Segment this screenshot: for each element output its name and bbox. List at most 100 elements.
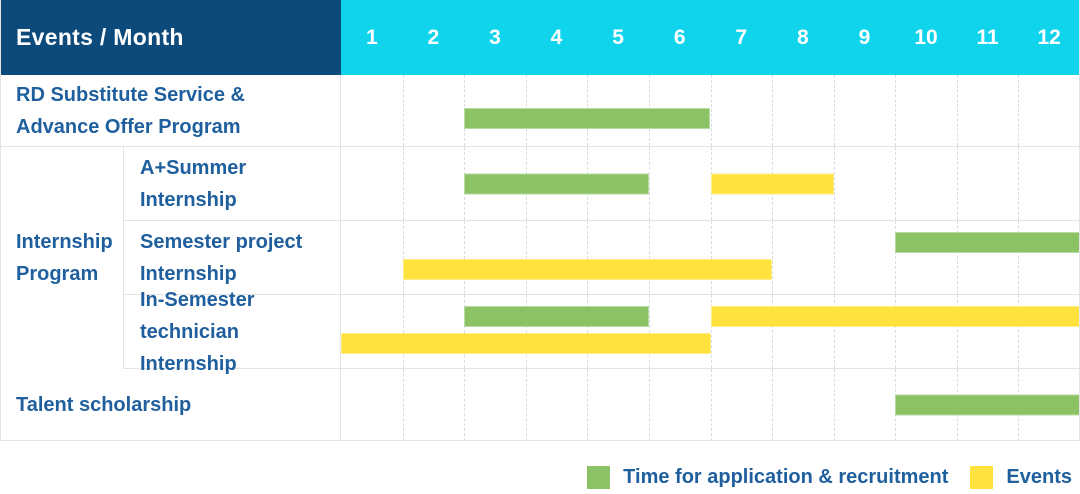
row-label-a-plus-summer: A+Summer Internship xyxy=(124,147,341,220)
month-gridline xyxy=(956,75,958,146)
month-label-1: 1 xyxy=(365,25,378,49)
month-gridline xyxy=(402,221,404,294)
month-gridline xyxy=(956,221,958,294)
month-label-7: 7 xyxy=(735,25,748,49)
month-gridline xyxy=(648,295,650,368)
month-gridline xyxy=(1018,295,1020,368)
row-label-semester-project: Semester project Internship xyxy=(124,221,341,294)
month-gridline xyxy=(833,75,835,146)
header-row: Events / Month 1 2 3 4 5 6 7 8 9 10 11 1… xyxy=(0,0,1080,75)
legend-yellow-label: Events xyxy=(1006,466,1072,488)
month-label-9: 9 xyxy=(858,25,871,49)
label-line: Semester project xyxy=(140,230,303,253)
month-gridline xyxy=(587,295,589,368)
row-group-internship-program: Internship Program A+Summer Internship S… xyxy=(0,147,1080,375)
month-gridline xyxy=(525,295,527,368)
month-gridline xyxy=(710,369,712,441)
header-events-month-label: Events / Month xyxy=(0,0,341,75)
month-gridline xyxy=(710,75,712,146)
chart-area-in-semester-technician xyxy=(341,295,1080,368)
label-line: Internship xyxy=(140,262,237,285)
month-gridline xyxy=(464,221,466,294)
month-gridline xyxy=(587,221,589,294)
month-header: 1 2 3 4 5 6 7 8 9 10 11 12 xyxy=(341,0,1080,75)
chart-area-a-plus-summer xyxy=(341,147,1080,220)
month-gridline xyxy=(525,221,527,294)
month-gridline xyxy=(956,295,958,368)
month-label-3: 3 xyxy=(489,25,501,49)
green-bar-months-3-5 xyxy=(464,306,649,327)
month-gridline xyxy=(1018,147,1020,220)
label-line: Internship xyxy=(16,231,113,253)
green-bar-months-3-5 xyxy=(464,173,649,194)
month-gridline xyxy=(464,295,466,368)
month-label-11: 11 xyxy=(976,25,999,49)
chart-area-semester-project xyxy=(341,221,1080,294)
label-line: RD Substitute Service & xyxy=(16,83,245,106)
month-gridline xyxy=(402,295,404,368)
month-gridline xyxy=(772,221,774,294)
month-gridline xyxy=(648,221,650,294)
yellow-bar-months-7-8 xyxy=(710,173,834,194)
row-semester-project: Semester project Internship xyxy=(124,221,1080,295)
group-label-internship-program: Internship Program xyxy=(0,147,124,369)
label-line: Advance Offer Program xyxy=(16,115,241,138)
month-label-12: 12 xyxy=(1037,25,1061,49)
month-gridline xyxy=(772,295,774,368)
month-gridline xyxy=(895,75,897,146)
month-gridline xyxy=(648,147,650,220)
month-gridline xyxy=(587,369,589,441)
row-talent-scholarship: Talent scholarship xyxy=(0,369,1080,441)
month-gridline xyxy=(833,295,835,368)
month-gridline xyxy=(772,369,774,441)
month-label-5: 5 xyxy=(612,25,624,49)
green-bar-months-10-12 xyxy=(895,232,1080,253)
month-gridline xyxy=(710,221,712,294)
month-gridline xyxy=(895,147,897,220)
green-bar-months-3-6 xyxy=(464,108,711,129)
month-gridline xyxy=(402,369,404,441)
row-rd-substitute: RD Substitute Service & Advance Offer Pr… xyxy=(0,75,1080,147)
month-gridline xyxy=(1018,75,1020,146)
month-label-10: 10 xyxy=(914,25,938,49)
month-label-4: 4 xyxy=(550,25,563,49)
month-label-2: 2 xyxy=(427,25,440,49)
green-bar-months-10-12 xyxy=(895,394,1080,416)
month-label-8: 8 xyxy=(796,25,809,49)
yellow-bar-months-2-7 xyxy=(402,259,773,280)
yellow-bar-months-1-6 xyxy=(341,333,711,354)
legend: Time for application & recruitment Event… xyxy=(0,441,1080,494)
month-gridline xyxy=(833,147,835,220)
row-label-rd-substitute: RD Substitute Service & Advance Offer Pr… xyxy=(0,75,341,146)
month-gridline xyxy=(895,221,897,294)
label-line: Talent scholarship xyxy=(16,394,192,416)
row-label-talent-scholarship: Talent scholarship xyxy=(0,369,341,441)
month-gridline xyxy=(956,147,958,220)
legend-yellow-swatch xyxy=(970,466,994,489)
gantt-table: Events / Month 1 2 3 4 5 6 7 8 9 10 11 1… xyxy=(0,0,1080,441)
month-gridline xyxy=(464,369,466,441)
yellow-bar-months-7-12 xyxy=(710,306,1080,327)
chart-area-rd-substitute xyxy=(341,75,1080,146)
month-gridline xyxy=(833,369,835,441)
month-gridline xyxy=(402,75,404,146)
group-body: A+Summer Internship Semester project Int… xyxy=(124,147,1080,375)
month-gridline xyxy=(525,369,527,441)
month-gridline xyxy=(895,295,897,368)
legend-green-swatch xyxy=(587,466,611,489)
month-gridline xyxy=(772,75,774,146)
label-line: Program xyxy=(16,263,99,285)
month-gridline xyxy=(648,369,650,441)
chart-area-talent-scholarship xyxy=(341,369,1080,441)
month-label-6: 6 xyxy=(673,25,686,49)
month-gridline xyxy=(402,147,404,220)
row-a-plus-summer: A+Summer Internship xyxy=(124,147,1080,221)
row-label-in-semester-technician: In-Semester technician Internship xyxy=(124,289,341,375)
month-gridline xyxy=(1018,221,1020,294)
legend-green-label: Time for application & recruitment xyxy=(623,466,949,488)
label-line: Internship xyxy=(140,188,237,211)
month-gridline xyxy=(833,221,835,294)
label-line: technician Internship xyxy=(140,320,239,375)
month-gridline xyxy=(710,295,712,368)
label-line: In-Semester xyxy=(140,288,255,311)
